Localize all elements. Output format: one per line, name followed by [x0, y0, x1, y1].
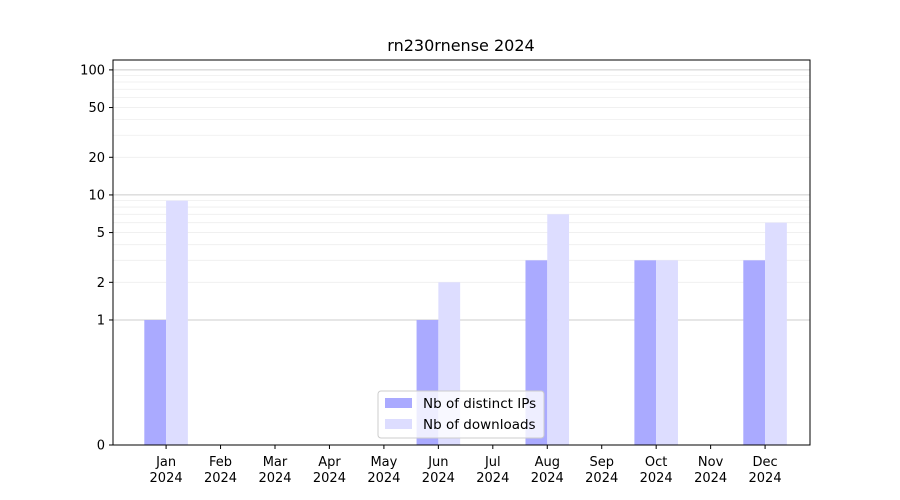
legend: Nb of distinct IPs Nb of downloads [377, 390, 545, 439]
bar-downloads [166, 200, 188, 445]
y-axis: 0 1 2 5 10 20 50 100 [80, 63, 113, 454]
y-tick-label: 0 [97, 439, 105, 454]
x-axis: Jan 2024 Feb 2024 Mar 2024 Apr 2024 May 2024 Jun 20… [150, 445, 782, 486]
chart-title: rn230rnense 2024 [387, 36, 534, 55]
x-tick-label: Oct 2024 [640, 455, 673, 486]
x-tick-label: Jul 2024 [476, 455, 509, 486]
y-tick-label: 50 [88, 101, 105, 116]
y-tick-label: 1 [97, 313, 105, 328]
bar-distinct-ips [144, 319, 167, 445]
x-tick-label: Feb 2024 [204, 455, 237, 486]
legend-label: Nb of downloads [423, 417, 536, 433]
bar-downloads [547, 214, 570, 445]
legend-swatch [385, 419, 412, 429]
y-tick-label: 20 [88, 151, 105, 166]
x-tick-label: Apr 2024 [313, 455, 346, 486]
x-tick-label: Nov 2024 [694, 455, 727, 486]
bar-downloads [656, 260, 678, 445]
x-tick-label: Mar 2024 [258, 455, 291, 486]
bar-distinct-ips [743, 260, 766, 445]
grid-lines [113, 69, 810, 321]
x-tick-label: Jun 2024 [422, 455, 455, 486]
x-tick-label: Jan 2024 [150, 455, 183, 486]
bar-distinct-ips [634, 260, 657, 445]
y-tick-label: 2 [97, 276, 105, 291]
x-tick-label: Aug 2024 [531, 455, 564, 486]
y-tick-label: 10 [88, 188, 105, 203]
bar-downloads [765, 222, 787, 445]
y-tick-label: 100 [80, 63, 105, 78]
x-tick-label: May 2024 [367, 455, 400, 486]
legend-box [377, 390, 545, 439]
x-tick-label: Dec 2024 [749, 455, 782, 486]
legend-label: Nb of distinct IPs [423, 396, 536, 412]
plot-frame [112, 59, 811, 446]
y-tick-label: 5 [97, 226, 105, 241]
legend-swatch [385, 398, 412, 408]
x-tick-label: Sep 2024 [585, 455, 618, 486]
